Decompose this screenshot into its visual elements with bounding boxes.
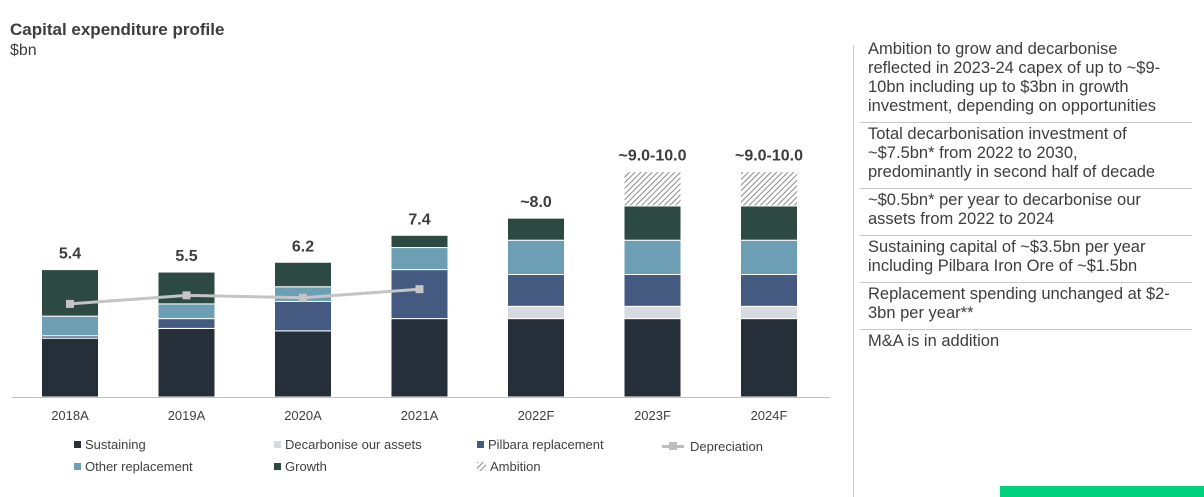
legend-label: Pilbara replacement: [488, 437, 604, 452]
legend-label: Sustaining: [85, 437, 146, 452]
legend-growth: Growth: [274, 459, 327, 474]
legend-decarbonise: Decarbonise our assets: [274, 437, 422, 452]
legend-pilbara: Pilbara replacement: [477, 437, 604, 452]
bar-segment-sustaining-2021A: [390, 318, 449, 398]
panel-divider: [853, 45, 854, 497]
bar-segment-other-replacement-2019A: [157, 303, 216, 320]
x-tick-label-2020A: 2020A: [284, 408, 322, 423]
note-decarbonisation-investment: Total decarbonisation investment of ~$7.…: [860, 123, 1192, 189]
bar-segment-decarbonise-our-assets-2023F: [623, 305, 682, 320]
bar-segment-pilbara-replacement-2024F: [740, 274, 798, 307]
bar-segment-pilbara-replacement-2020A: [274, 300, 332, 332]
total-label-2024F: ~9.0-10.0: [735, 148, 803, 165]
bar-segment-sustaining-2018A: [41, 337, 99, 398]
depreciation-point-2021A: [415, 285, 424, 294]
legend-swatch: [74, 441, 81, 448]
notes-panel: Ambition to grow and decarbonise reflect…: [860, 38, 1192, 357]
bar-segment-decarbonise-our-assets-2022F: [507, 305, 565, 320]
bar-segment-growth-2024F: [740, 205, 798, 241]
chart-unit: $bn: [10, 42, 37, 59]
note-sustaining-capital: Sustaining capital of ~$3.5bn per year i…: [860, 236, 1192, 283]
total-label-2020A: 6.2: [292, 238, 314, 255]
bar-segment-ambition-2024F: [740, 171, 798, 207]
total-label-2022F: ~8.0: [520, 194, 552, 211]
legend-other-replacement: Other replacement: [74, 459, 193, 474]
depreciation-line: [69, 287, 420, 306]
bar-segment-ambition-2023F: [623, 171, 682, 207]
x-tick-label-2024F: 2024F: [751, 408, 788, 423]
bar-segment-sustaining-2020A: [274, 330, 332, 398]
bar-segment-pilbara-replacement-2019A: [157, 318, 216, 329]
capex-bar-chart: 5.4 5.5 6.2 7.4 ~8.0 ~9.0-10.0 ~9.0-10.0 2018A…: [12, 148, 830, 423]
bar-segment-pilbara-replacement-2021A: [390, 269, 449, 320]
bar-segment-decarbonise-our-assets-2024F: [740, 305, 798, 320]
bar-segment-growth-2020A: [274, 261, 332, 288]
bar-segment-sustaining-2022F: [507, 318, 565, 398]
bar-segment-sustaining-2023F: [623, 318, 682, 398]
bar-segment-pilbara-replacement-2022F: [507, 274, 565, 307]
depreciation-point-2020A: [299, 293, 307, 302]
bar-segment-other-replacement-2021A: [390, 247, 449, 271]
legend-swatch: [477, 441, 484, 448]
note-decarbonise-assets: ~$0.5bn* per year to decarbonise our ass…: [860, 189, 1192, 236]
bar-segment-growth-2019A: [157, 271, 216, 305]
note-mna: M&A is in addition: [868, 332, 1000, 350]
total-label-2023F: ~9.0-10.0: [618, 148, 686, 165]
total-label-2019A: 5.5: [175, 248, 197, 265]
legend-sustaining: Sustaining: [74, 437, 146, 452]
legend-swatch: [274, 441, 281, 448]
bar-segment-other-replacement-2024F: [740, 239, 798, 275]
chart-title: Capital expenditure profile: [10, 20, 225, 39]
legend-depreciation: Depreciation: [662, 439, 763, 454]
legend-swatch: [74, 463, 81, 470]
bar-segment-other-replacement-2022F: [507, 239, 565, 275]
legend-label: Depreciation: [690, 439, 763, 454]
legend-label: Growth: [285, 459, 327, 474]
bar-segment-other-replacement-2018A: [41, 315, 99, 337]
hatch-icon: [477, 462, 486, 471]
total-label-2018A: 5.4: [59, 246, 81, 263]
legend-ambition: Ambition: [477, 459, 541, 474]
legend-label: Other replacement: [85, 459, 193, 474]
x-tick-label-2023F: 2023F: [634, 408, 671, 423]
note-replacement-spending: Replacement spending unchanged at $2-3bn…: [860, 283, 1192, 330]
bar-segment-growth-2021A: [390, 234, 449, 249]
x-tick-label-2018A: 2018A: [51, 408, 89, 423]
depreciation-point-2018A: [66, 299, 74, 308]
bar-segment-pilbara-replacement-2023F: [623, 274, 682, 307]
depreciation-point-2019A: [182, 291, 191, 300]
legend-label: Decarbonise our assets: [285, 437, 422, 452]
x-tick-label-2022F: 2022F: [518, 408, 555, 423]
note-ambition: Ambition to grow and decarbonise reflect…: [860, 38, 1192, 123]
bar-segment-sustaining-2024F: [740, 318, 798, 398]
bar-segment-growth-2018A: [41, 269, 99, 317]
bar-segment-growth-2022F: [507, 217, 565, 241]
total-label-2021A: 7.4: [408, 211, 430, 228]
x-tick-label-2021A: 2021A: [401, 408, 439, 423]
bar-segment-other-replacement-2023F: [623, 239, 682, 275]
bar-segment-sustaining-2019A: [157, 327, 216, 398]
chart-legend: Sustaining Decarbonise our assets Pilbar…: [74, 437, 834, 477]
legend-line-marker-icon: [662, 442, 684, 450]
legend-swatch: [274, 463, 281, 470]
bar-segment-growth-2023F: [623, 205, 682, 241]
accent-bar: [1000, 486, 1204, 497]
legend-label: Ambition: [490, 459, 541, 474]
x-tick-label-2019A: 2019A: [168, 408, 206, 423]
